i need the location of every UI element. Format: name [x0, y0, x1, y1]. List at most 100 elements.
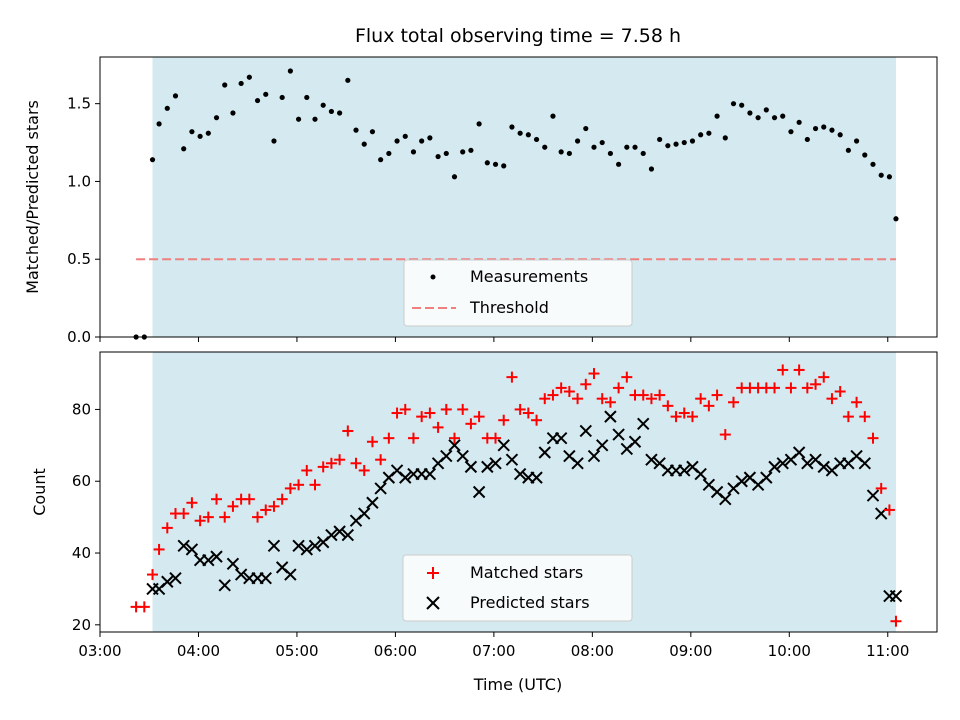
matched-star-point: [375, 454, 387, 466]
matched-star-point: [407, 432, 419, 444]
matched-star-point: [227, 500, 239, 512]
measurement-point: [763, 107, 769, 113]
predicted-star-point: [612, 428, 625, 441]
measurement-point: [722, 135, 728, 141]
predicted-star-point: [267, 539, 281, 553]
matched-star-point: [890, 615, 902, 627]
matched-star-point: [522, 407, 534, 419]
measurement-point: [607, 150, 614, 157]
predicted-star-point: [333, 525, 346, 538]
matched-star-point: [514, 403, 526, 415]
matched-star-point: [596, 393, 608, 405]
measurement-point: [583, 125, 589, 132]
measurement-point: [837, 132, 843, 138]
predicted-legend-marker: [426, 596, 440, 610]
measurement-point: [468, 147, 474, 153]
y-tick-label: 1.5: [67, 95, 91, 113]
matched-star-point: [810, 378, 822, 390]
measurements-legend-label: Measurements: [470, 267, 588, 286]
measurement-point: [164, 105, 170, 111]
matched-star-point: [711, 389, 723, 401]
measurement-point: [435, 153, 441, 160]
predicted-star-points: [146, 410, 903, 603]
matched-star-point: [366, 436, 378, 448]
measurement-point: [402, 133, 408, 139]
matched-star-point: [604, 396, 616, 408]
matched-star-point: [391, 407, 403, 419]
y-tick-label: 1.0: [67, 172, 91, 190]
x-tick-label: 10:00: [768, 642, 811, 660]
predicted-star-point: [628, 435, 642, 448]
predicted-star-point: [579, 424, 592, 438]
measurement-point: [492, 161, 499, 167]
matched-star-point: [506, 371, 518, 383]
measurement-point: [755, 115, 761, 121]
matched-star-point: [448, 432, 460, 444]
measurement-point: [616, 161, 622, 167]
y-tick-label: 0.5: [67, 250, 91, 268]
measurement-point: [230, 110, 236, 116]
matched-star-point: [563, 385, 575, 397]
matched-star-point: [301, 464, 313, 476]
matched-star-point: [613, 382, 625, 394]
matched-star-point: [588, 368, 600, 380]
predicted-star-point: [645, 453, 658, 466]
predicted-star-point: [858, 457, 871, 470]
matched-star-point: [498, 414, 510, 426]
matched-star-point: [317, 461, 329, 473]
x-axis-label: Time (UTC): [473, 675, 562, 694]
measurement-point: [788, 129, 794, 135]
predicted-star-point: [760, 471, 773, 484]
measurement-point: [369, 129, 376, 135]
measurement-point: [238, 80, 244, 87]
predicted-star-point: [169, 571, 182, 585]
measurement-point: [279, 94, 285, 101]
top-x-axis: [99, 337, 889, 342]
matched-star-point: [645, 393, 657, 405]
measurement-point: [558, 149, 564, 155]
predicted-star-point: [554, 431, 568, 445]
matched-star-point: [826, 393, 838, 405]
predicted-star-point: [210, 550, 223, 563]
predicted-star-point: [259, 571, 272, 585]
matched-star-point: [834, 385, 846, 397]
matched-star-points: [130, 364, 902, 627]
measurement-point: [353, 127, 359, 133]
matched-star-point: [325, 457, 337, 469]
matched-star-point: [678, 407, 690, 419]
predicted-star-point: [448, 439, 461, 452]
matched-star-point: [334, 454, 346, 466]
measurement-point: [771, 115, 778, 121]
measurement-point: [698, 132, 704, 138]
matched-star-point: [637, 389, 649, 401]
matched-star-point: [670, 411, 682, 423]
measurement-point: [213, 115, 220, 121]
measurement-point: [533, 136, 540, 143]
predicted-star-point: [472, 485, 486, 499]
matched-star-point: [621, 371, 633, 383]
matched-star-point: [342, 425, 354, 437]
x-tick-label: 07:00: [472, 642, 515, 660]
measurement-point: [337, 110, 343, 116]
measurement-point: [320, 102, 326, 108]
matched-star-point: [457, 403, 469, 415]
predicted-star-point: [595, 439, 609, 452]
matched-star-point: [161, 522, 173, 534]
x-tick-label: 03:00: [78, 642, 121, 660]
measurement-point: [878, 172, 884, 178]
measurement-point: [730, 101, 737, 107]
matched-star-point: [416, 411, 428, 423]
measurement-point: [870, 161, 876, 167]
top-y-axis: 0.0 0.5 1.0 1.5: [67, 95, 100, 346]
matched-star-point: [686, 411, 698, 423]
measurement-point: [254, 97, 261, 104]
matched-star-point: [309, 479, 321, 491]
measurement-point: [517, 130, 523, 136]
predicted-star-point: [792, 446, 806, 459]
measurement-point: [542, 144, 548, 150]
predicted-star-point: [604, 410, 617, 423]
matched-legend-label: Matched stars: [470, 563, 583, 582]
predicted-star-point: [218, 579, 231, 592]
matched-star-point: [883, 504, 895, 516]
bottom-legend: Matched stars Predicted stars: [402, 554, 633, 622]
